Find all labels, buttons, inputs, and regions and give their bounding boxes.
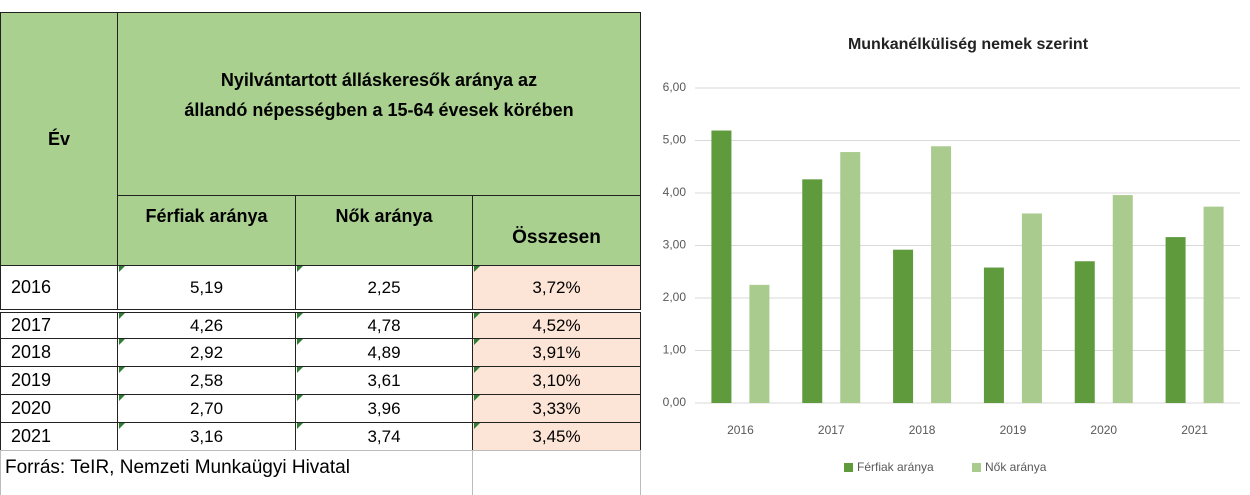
bar bbox=[1112, 195, 1133, 403]
cell-marker bbox=[297, 423, 303, 429]
cell-marker bbox=[297, 395, 303, 401]
table-title-line: Nyilvántartott álláskeresők aránya az bbox=[220, 70, 538, 90]
value-cell: 3,45% bbox=[472, 422, 641, 451]
bar bbox=[749, 284, 770, 403]
legend-swatch bbox=[844, 463, 853, 472]
cell-marker bbox=[297, 313, 303, 319]
value-cell: 3,91% bbox=[472, 338, 641, 367]
cell-marker bbox=[474, 266, 480, 272]
value-cell: 2,70 bbox=[117, 394, 296, 423]
value-cell: 2,92 bbox=[117, 338, 296, 367]
value-cell: 5,19 bbox=[117, 265, 296, 310]
x-tick-label: 2021 bbox=[1181, 423, 1208, 437]
table-title-line: állandó népességben a 15-64 évesek köréb… bbox=[184, 100, 574, 120]
cell-marker bbox=[297, 367, 303, 373]
cell-marker bbox=[474, 395, 480, 401]
x-tick-label: 2019 bbox=[1000, 423, 1027, 437]
value-cell: 3,10% bbox=[472, 366, 641, 395]
y-tick-label: 3,00 bbox=[663, 238, 687, 252]
value-cell: 2,58 bbox=[117, 366, 296, 395]
value-cell: 4,89 bbox=[295, 338, 473, 367]
y-tick-label: 2,00 bbox=[663, 290, 687, 304]
value-cell: 3,72% bbox=[472, 265, 641, 310]
cell-marker bbox=[119, 339, 125, 345]
x-tick-label: 2017 bbox=[818, 423, 845, 437]
cell-marker bbox=[119, 266, 125, 272]
column-header: Összesen bbox=[472, 195, 641, 266]
bar bbox=[1021, 213, 1042, 403]
cell-marker bbox=[297, 339, 303, 345]
bar bbox=[1165, 237, 1186, 403]
year-cell: 2018 bbox=[0, 338, 118, 367]
value-cell: 4,52% bbox=[472, 312, 641, 339]
empty-cell bbox=[472, 450, 641, 495]
value-cell: 3,33% bbox=[472, 394, 641, 423]
cell-marker bbox=[474, 423, 480, 429]
year-header: Év bbox=[0, 12, 118, 266]
x-tick-label: 2020 bbox=[1090, 423, 1117, 437]
x-tick-label: 2018 bbox=[909, 423, 936, 437]
y-tick-label: 1,00 bbox=[663, 343, 687, 357]
value-cell: 3,96 bbox=[295, 394, 473, 423]
year-cell: 2017 bbox=[0, 312, 118, 339]
bar bbox=[893, 249, 914, 403]
year-cell: 2016 bbox=[0, 265, 118, 310]
y-tick-label: 6,00 bbox=[663, 80, 687, 94]
cell-marker bbox=[119, 367, 125, 373]
bar bbox=[840, 152, 861, 403]
legend-swatch bbox=[972, 463, 981, 472]
bar bbox=[802, 179, 823, 403]
cell-marker bbox=[297, 266, 303, 272]
x-tick-label: 2016 bbox=[727, 423, 754, 437]
column-header: Nők aránya bbox=[295, 195, 473, 266]
value-cell: 4,78 bbox=[295, 312, 473, 339]
year-cell: 2020 bbox=[0, 394, 118, 423]
value-cell: 3,74 bbox=[295, 422, 473, 451]
source-cell: Forrás: TeIR, Nemzeti Munkaügyi Hivatal bbox=[0, 450, 473, 495]
bar bbox=[983, 267, 1004, 403]
bar bbox=[931, 146, 952, 403]
legend-label: Férfiak aránya bbox=[857, 460, 934, 474]
value-cell: 3,61 bbox=[295, 366, 473, 395]
value-cell: 4,26 bbox=[117, 312, 296, 339]
table-title: Nyilvántartott álláskeresők aránya az áll… bbox=[117, 12, 641, 196]
bar bbox=[1203, 206, 1224, 403]
cell-marker bbox=[474, 339, 480, 345]
y-tick-label: 0,00 bbox=[663, 395, 687, 409]
bar bbox=[1074, 261, 1095, 403]
cell-marker bbox=[119, 313, 125, 319]
cell-marker bbox=[474, 313, 480, 319]
legend-label: Nők aránya bbox=[985, 460, 1047, 474]
y-tick-label: 4,00 bbox=[663, 185, 687, 199]
value-cell: 3,16 bbox=[117, 422, 296, 451]
year-cell: 2021 bbox=[0, 422, 118, 451]
year-cell: 2019 bbox=[0, 366, 118, 395]
value-cell: 2,25 bbox=[295, 265, 473, 310]
cell-marker bbox=[119, 423, 125, 429]
cell-marker bbox=[474, 367, 480, 373]
cell-marker bbox=[119, 395, 125, 401]
column-header: Férfiak aránya bbox=[117, 195, 296, 266]
bar bbox=[711, 130, 732, 403]
y-tick-label: 5,00 bbox=[663, 133, 687, 147]
chart-title: Munkanélküliség nemek szerint bbox=[848, 36, 1089, 53]
